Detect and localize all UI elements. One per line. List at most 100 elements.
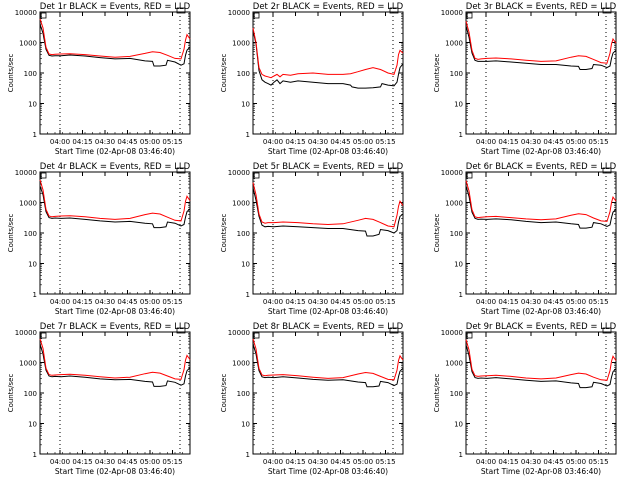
x-tick-label: 04:30 [521, 138, 541, 146]
y-axis-label: Counts/sec [433, 214, 441, 253]
series-line-events [465, 344, 617, 389]
y-tick-label: 1000 [445, 200, 463, 208]
y-tick-label: 1000 [232, 200, 250, 208]
series-line-events [39, 185, 191, 229]
x-tick-label: 04:45 [543, 138, 563, 146]
y-tick-label: 10 [241, 101, 250, 109]
x-tick-label: 04:00 [476, 138, 496, 146]
y-tick-label: 1 [246, 131, 250, 139]
y-tick-label: 1000 [232, 360, 250, 368]
x-axis-label: Start Time (02-Apr-08 03:46:40) [268, 147, 388, 156]
series-line-events [252, 343, 404, 388]
x-tick-label: 05:15 [588, 458, 608, 466]
x-tick-label: 04:45 [330, 458, 350, 466]
y-tick-label: 100 [450, 230, 463, 238]
series-line-events [252, 30, 404, 89]
corner-marker [40, 12, 47, 19]
y-tick-label: 10000 [441, 9, 463, 17]
y-axis-label: Counts/sec [433, 374, 441, 413]
plot-frame [465, 331, 617, 455]
x-tick-label: 04:00 [476, 458, 496, 466]
y-tick-label: 10 [28, 261, 37, 269]
y-tick-label: 1 [246, 291, 250, 299]
x-tick-label: 04:45 [117, 138, 137, 146]
x-tick-label: 05:00 [140, 298, 160, 306]
top-marker [176, 327, 186, 334]
top-marker [389, 167, 399, 174]
chart-panel-2: Det 2r BLACK = Events, RED = LLD 1 10 100 10… [220, 2, 404, 156]
chart-title: Det 5r BLACK = Events, RED = LLD [253, 162, 404, 172]
series-line-lld [39, 179, 191, 222]
y-tick-label: 100 [237, 390, 250, 398]
x-axis-label: Start Time (02-Apr-08 03:46:40) [481, 307, 601, 316]
y-tick-label: 100 [24, 390, 37, 398]
y-tick-label: 1 [33, 131, 37, 139]
y-tick-label: 10000 [228, 329, 250, 337]
corner-marker [466, 12, 473, 19]
y-tick-label: 10000 [441, 169, 463, 177]
chart-title: Det 6r BLACK = Events, RED = LLD [466, 162, 617, 172]
x-tick-label: 05:00 [140, 458, 160, 466]
top-marker [602, 7, 612, 14]
plot-frame [39, 171, 191, 295]
series-line-events [465, 185, 617, 229]
x-tick-label: 04:00 [263, 138, 283, 146]
y-tick-label: 100 [237, 70, 250, 78]
x-axis-label: Start Time (02-Apr-08 03:46:40) [268, 467, 388, 476]
top-marker [389, 327, 399, 334]
x-tick-label: 05:15 [375, 138, 395, 146]
chart-title: Det 9r BLACK = Events, RED = LLD [466, 322, 617, 332]
x-tick-label: 05:15 [588, 138, 608, 146]
plot-frame [252, 11, 404, 135]
y-tick-label: 1 [459, 451, 463, 459]
series-line-events [252, 187, 404, 237]
chart-panel-4: Det 4r BLACK = Events, RED = LLD 1 10 100 10… [7, 162, 191, 316]
top-marker [176, 7, 186, 14]
series-line-lld [252, 182, 404, 228]
x-tick-label: 04:45 [543, 458, 563, 466]
y-axis-label: Counts/sec [433, 54, 441, 93]
y-tick-label: 10 [454, 261, 463, 269]
x-tick-label: 05:00 [353, 458, 373, 466]
y-tick-label: 10000 [228, 9, 250, 17]
corner-marker [253, 172, 260, 179]
y-tick-label: 100 [24, 70, 37, 78]
x-axis-label: Start Time (02-Apr-08 03:46:40) [481, 467, 601, 476]
corner-marker [40, 332, 47, 339]
x-tick-label: 04:45 [117, 458, 137, 466]
x-tick-label: 04:15 [285, 298, 305, 306]
plot-frame [39, 11, 191, 135]
x-tick-label: 04:30 [308, 458, 328, 466]
x-tick-label: 04:15 [72, 458, 92, 466]
corner-marker [253, 12, 260, 19]
series-line-events [39, 343, 191, 387]
corner-marker [466, 172, 473, 179]
x-tick-label: 04:30 [308, 298, 328, 306]
corner-marker [40, 172, 47, 179]
x-tick-label: 05:00 [566, 138, 586, 146]
x-axis-label: Start Time (02-Apr-08 03:46:40) [481, 147, 601, 156]
x-axis-label: Start Time (02-Apr-08 03:46:40) [268, 307, 388, 316]
chart-title: Det 3r BLACK = Events, RED = LLD [466, 2, 617, 12]
x-tick-label: 05:15 [162, 138, 182, 146]
chart-panel-5: Det 5r BLACK = Events, RED = LLD 1 10 100 10… [220, 162, 404, 316]
top-marker [602, 167, 612, 174]
y-tick-label: 10000 [441, 329, 463, 337]
chart-panel-6: Det 6r BLACK = Events, RED = LLD 1 10 100 10… [433, 162, 617, 316]
x-tick-label: 05:15 [375, 298, 395, 306]
y-axis-label: Counts/sec [7, 374, 15, 413]
x-tick-label: 04:15 [498, 138, 518, 146]
x-tick-label: 04:30 [521, 458, 541, 466]
y-tick-label: 10 [241, 421, 250, 429]
x-tick-label: 04:30 [95, 298, 115, 306]
x-tick-label: 04:30 [95, 138, 115, 146]
y-tick-label: 1000 [445, 360, 463, 368]
y-axis-label: Counts/sec [220, 214, 228, 253]
y-tick-label: 1 [33, 291, 37, 299]
y-tick-label: 1 [459, 291, 463, 299]
x-tick-label: 04:15 [285, 138, 305, 146]
chart-title: Det 2r BLACK = Events, RED = LLD [253, 2, 404, 12]
series-line-events [465, 25, 617, 70]
chart-panel-3: Det 3r BLACK = Events, RED = LLD 1 10 100 10… [433, 2, 617, 156]
y-tick-label: 100 [450, 70, 463, 78]
